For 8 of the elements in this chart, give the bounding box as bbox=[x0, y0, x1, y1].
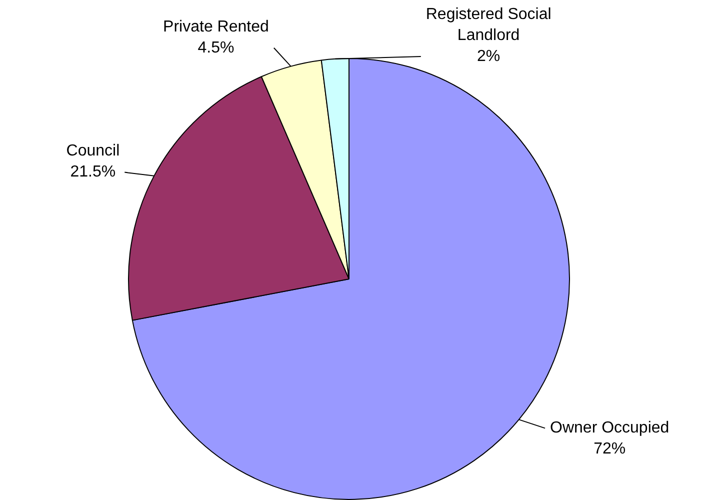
data-label: 4.5% bbox=[198, 39, 234, 56]
slice-label: Owner Occupied bbox=[550, 420, 670, 437]
slice-label: Private Rented bbox=[163, 18, 269, 36]
data-label: 21.5% bbox=[70, 164, 116, 181]
data-label: 72% bbox=[594, 440, 626, 458]
data-label: 2% bbox=[477, 48, 500, 65]
slice-label: Council bbox=[66, 142, 120, 160]
slice-label: Registered Social Landlord bbox=[426, 6, 552, 44]
